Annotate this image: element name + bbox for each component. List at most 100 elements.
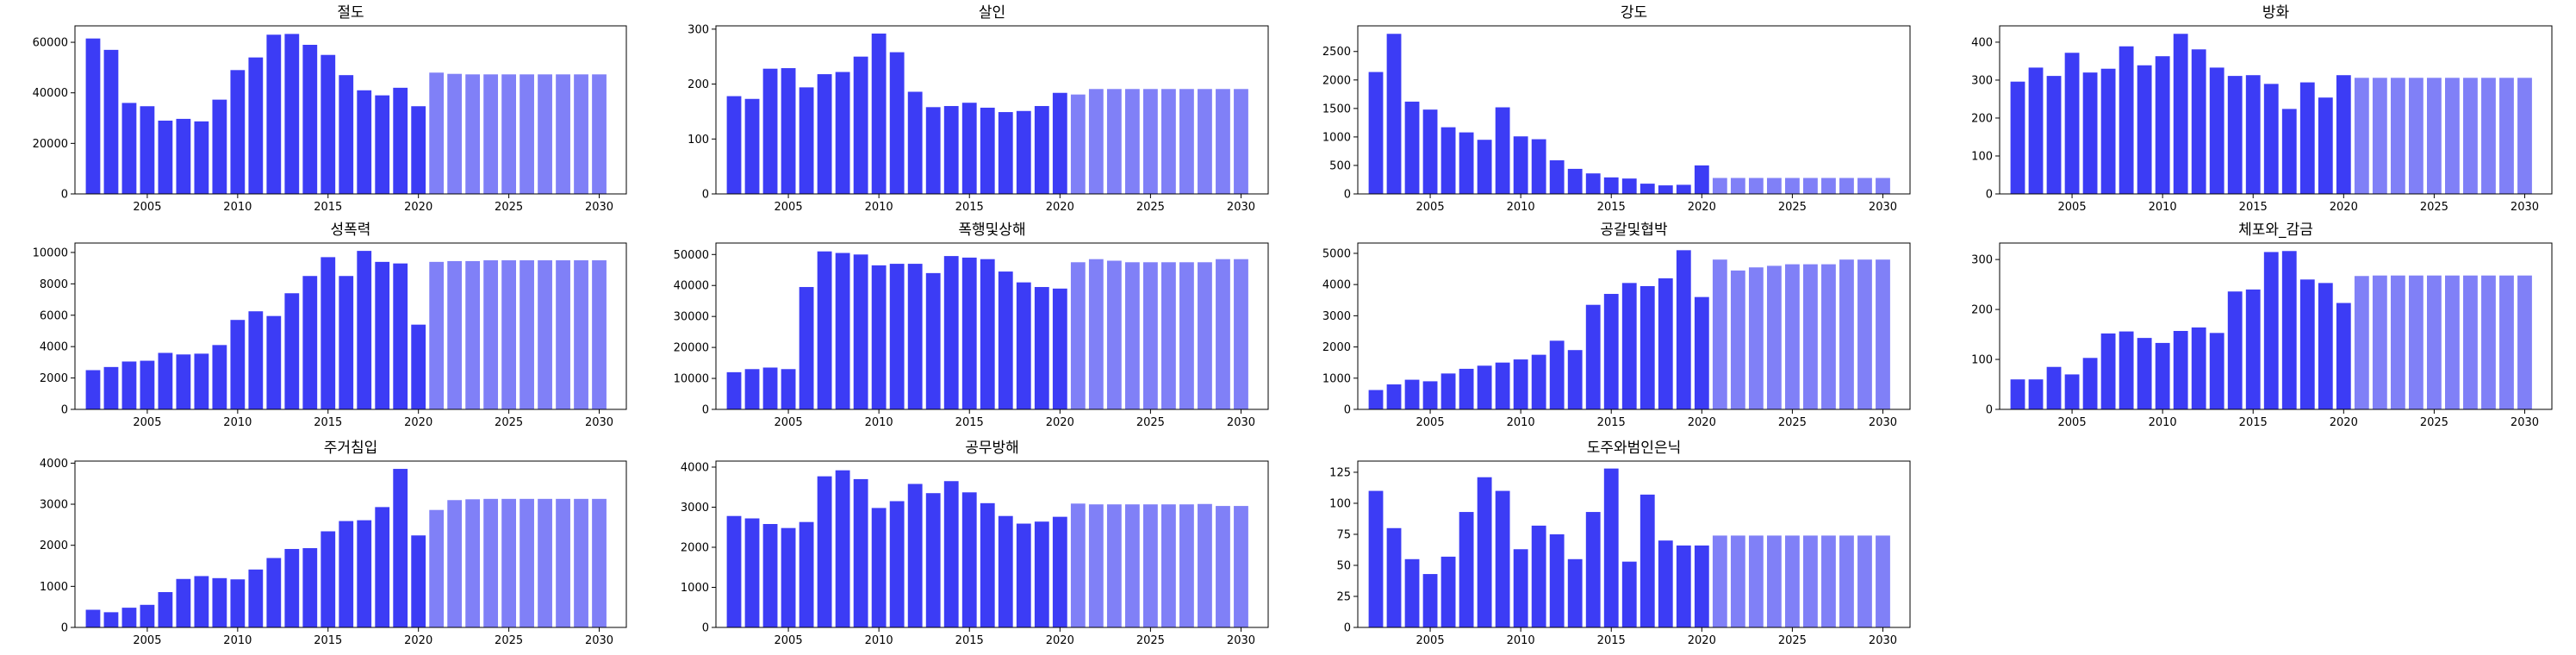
bar-actual	[284, 548, 300, 627]
bar-actual	[194, 576, 209, 627]
bar-forecast	[1198, 89, 1212, 194]
bar-actual	[1495, 107, 1510, 194]
x-tick-label: 2015	[1597, 634, 1626, 647]
bar-forecast	[501, 498, 516, 627]
bar-forecast	[1106, 504, 1122, 627]
bar-forecast	[592, 498, 607, 627]
bar-forecast	[2463, 275, 2478, 409]
bar-actual	[835, 470, 850, 627]
x-tick-label: 2005	[1416, 201, 1445, 214]
bar-actual	[889, 52, 905, 195]
bar-forecast	[1088, 89, 1104, 194]
y-tick-label: 3000	[681, 502, 709, 515]
y-tick-label: 0	[1344, 404, 1351, 417]
y-tick-label: 2000	[40, 372, 68, 385]
bar-actual	[799, 521, 814, 627]
bar-actual	[853, 254, 868, 409]
bar-actual	[1404, 379, 1420, 409]
bar-forecast	[1198, 503, 1212, 627]
axes-frame	[74, 242, 627, 410]
bar-actual	[103, 49, 119, 194]
bar-actual	[375, 507, 390, 627]
bar-forecast	[1712, 535, 1727, 627]
bar-actual	[212, 577, 227, 627]
bar-forecast	[483, 498, 499, 627]
bar-actual	[2299, 82, 2315, 194]
bar-actual	[2028, 379, 2044, 409]
bar-forecast	[574, 498, 588, 627]
x-tick-label: 2005	[133, 416, 161, 429]
y-tick-label: 40000	[33, 87, 68, 100]
x-tick-label: 2025	[495, 416, 523, 429]
bar-actual	[230, 320, 246, 409]
subplot-title: 도주와범인은닉	[1587, 440, 1681, 457]
bar-actual	[1016, 282, 1031, 409]
bar-actual	[1477, 365, 1492, 409]
bar-actual	[2100, 333, 2116, 409]
x-tick-label: 2010	[2149, 416, 2177, 429]
bar-forecast	[1857, 178, 1872, 194]
x-tick-label: 2030	[1227, 201, 1255, 214]
x-tick-label: 2005	[133, 634, 161, 647]
bar-forecast	[483, 260, 499, 409]
subplot-1: 살인 2005 2010 2015 2020 2025 2030 0 100 200 300	[688, 4, 1269, 214]
bar-forecast	[538, 498, 552, 627]
bar-actual	[726, 96, 742, 194]
bar-forecast	[556, 498, 570, 627]
x-tick-label: 2020	[2330, 416, 2358, 429]
y-tick-label: 10000	[674, 373, 709, 386]
bar-forecast	[2499, 275, 2514, 409]
bar-actual	[943, 481, 959, 627]
bar-actual	[980, 259, 995, 409]
bar-forecast	[1730, 178, 1745, 194]
bar-actual	[85, 609, 101, 627]
bar-actual	[1676, 184, 1691, 194]
bar-forecast	[2481, 275, 2496, 409]
bar-forecast	[429, 261, 445, 409]
bar-actual	[1603, 468, 1619, 627]
x-tick-label: 2020	[404, 634, 432, 647]
bar-actual	[1368, 390, 1384, 409]
bar-actual	[1052, 516, 1067, 627]
bar-actual	[393, 87, 408, 194]
x-tick-label: 2025	[1778, 416, 1807, 429]
x-tick-label: 2015	[955, 201, 984, 214]
bar-actual	[1459, 368, 1474, 409]
y-tick-label: 1000	[681, 582, 709, 595]
y-tick-label: 2000	[40, 540, 68, 552]
axes-frame	[1999, 25, 2553, 195]
bar-actual	[2245, 289, 2261, 409]
bar-actual	[2119, 331, 2134, 409]
x-tick-label: 2030	[1227, 416, 1255, 429]
y-tick-label: 100	[1329, 497, 1351, 510]
y-tick-label: 300	[1971, 74, 1993, 87]
bar-forecast	[1124, 262, 1140, 409]
bar-actual	[1513, 136, 1528, 194]
x-tick-label: 2005	[133, 201, 161, 214]
x-tick-label: 2020	[1688, 201, 1716, 214]
bar-actual	[140, 604, 155, 627]
bar-actual	[2209, 333, 2224, 409]
bar-actual	[393, 263, 408, 409]
bar-actual	[1422, 574, 1438, 627]
bar-forecast	[1161, 89, 1176, 194]
axes-frame	[1357, 25, 1911, 195]
bar-actual	[1440, 556, 1456, 627]
bar-actual	[85, 38, 101, 195]
bar-forecast	[429, 509, 445, 627]
bar-forecast	[592, 74, 607, 194]
x-tick-label: 2015	[1597, 201, 1626, 214]
y-tick-label: 4000	[40, 458, 68, 471]
bar-forecast	[1124, 504, 1140, 627]
x-tick-label: 2030	[2511, 201, 2539, 214]
subplot-title: 성폭력	[331, 221, 371, 239]
bar-actual	[1422, 109, 1438, 194]
x-tick-label: 2015	[1597, 416, 1626, 429]
bar-actual	[411, 324, 426, 409]
bar-actual	[871, 265, 887, 409]
y-tick-label: 125	[1329, 466, 1351, 479]
y-tick-label: 75	[1336, 528, 1351, 541]
x-tick-label: 2005	[2058, 416, 2087, 429]
bar-forecast	[1234, 506, 1248, 627]
subplot-4: 성폭력 2005 2010 2015 2020 2025 2030 0 2000 4000 6000…	[33, 221, 627, 429]
